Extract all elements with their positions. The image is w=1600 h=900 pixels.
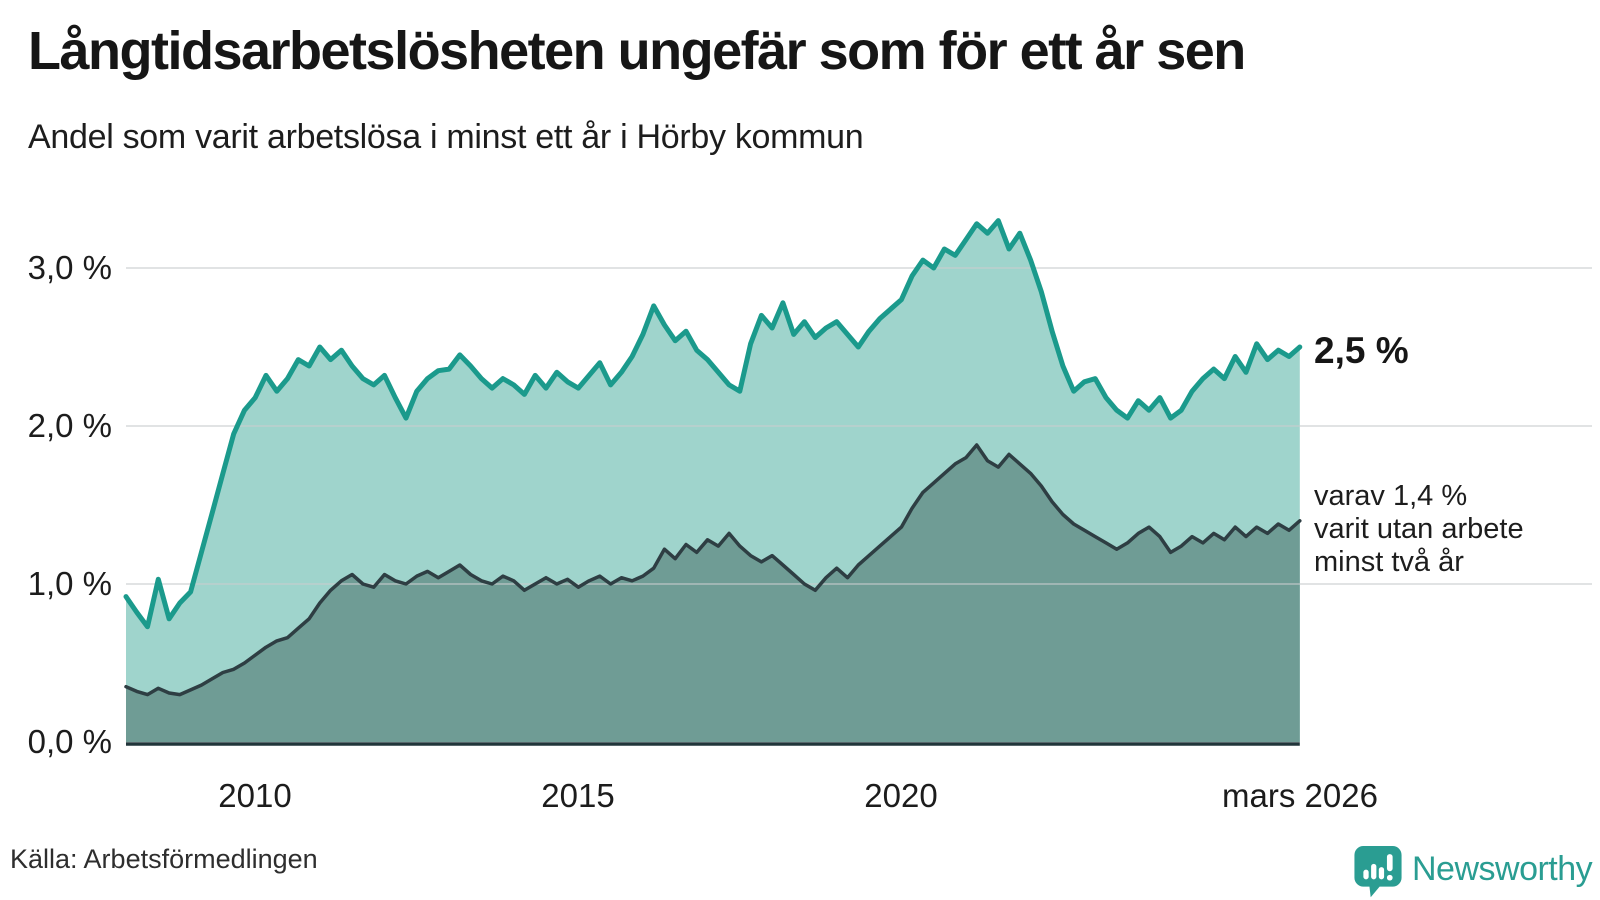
chart-subtitle: Andel som varit arbetslösa i minst ett å… (28, 118, 864, 156)
newsworthy-wordmark: Newsworthy (1412, 850, 1593, 888)
y-tick-1: 1,0 % (27, 565, 112, 602)
x-tick-2010: 2010 (218, 777, 292, 814)
series-total-line (123, 218, 1303, 630)
latest-total-label: 2,5 % (1314, 330, 1409, 371)
gridlines (126, 267, 1592, 585)
series-twoyear-line (124, 443, 1302, 697)
x-tick-2020: 2020 (864, 777, 938, 814)
newsworthy-bubble-icon (1354, 846, 1402, 898)
y-tick-2: 2,0 % (27, 407, 112, 444)
x-tick-2015: 2015 (541, 777, 615, 814)
page-title: Långtidsarbetslösheten ungefär som för e… (28, 21, 1246, 81)
source-caption: Källa: Arbetsförmedlingen (10, 844, 318, 874)
latest-twoyear-label: varav 1,4 % varit utan arbete minst två … (1314, 480, 1524, 579)
series-twoyear-area (126, 445, 1300, 742)
x-tick-latest: mars 2026 (1222, 777, 1378, 814)
annot-line-1: varav 1,4 % (1314, 480, 1468, 512)
y-tick-3: 3,0 % (27, 249, 112, 286)
annot-line-2: varit utan arbete (1314, 513, 1524, 545)
annot-line-3: minst två år (1314, 546, 1464, 578)
y-tick-0: 0,0 % (27, 723, 112, 760)
newsworthy-logo[interactable]: Newsworthy (1352, 842, 1593, 900)
